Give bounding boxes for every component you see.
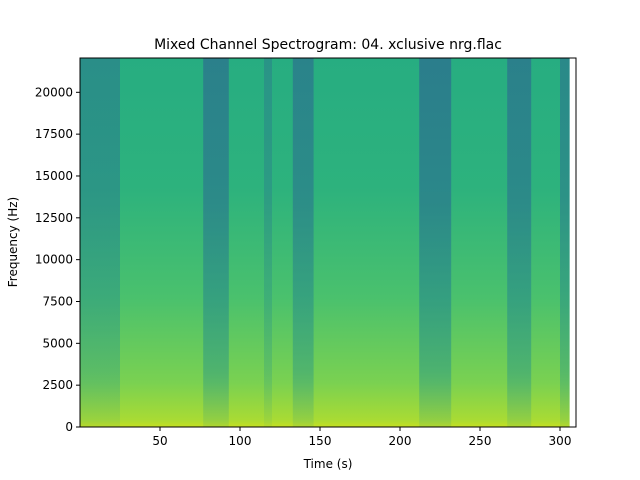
y-tick-label: 2500 <box>42 378 73 392</box>
dark-band-5 <box>507 58 532 427</box>
spectrogram-base <box>80 58 570 427</box>
y-tick-label: 0 <box>65 420 73 434</box>
y-axis-label: Frequency (Hz) <box>6 197 20 288</box>
y-axis-ticks: 0 2500 5000 7500 10000 12500 15000 17500 20000 <box>35 85 80 434</box>
x-tick-label: 250 <box>469 434 492 448</box>
y-tick-label: 10000 <box>35 253 73 267</box>
chart-title: Mixed Channel Spectrogram: 04. xclusive … <box>154 37 502 53</box>
x-tick-label: 50 <box>152 434 167 448</box>
x-tick-label: 300 <box>549 434 572 448</box>
dark-band-4 <box>419 58 452 427</box>
y-tick-label: 12500 <box>35 211 73 225</box>
plot-frame <box>79 57 577 428</box>
spectrogram-heatmap <box>80 58 570 427</box>
dark-band-2 <box>264 58 272 427</box>
x-tick-label: 150 <box>309 434 332 448</box>
x-axis-label: Time (s) <box>303 457 353 471</box>
dark-band-1 <box>203 58 229 427</box>
x-tick-label: 200 <box>389 434 412 448</box>
dark-band-6 <box>560 58 570 427</box>
y-tick-label: 17500 <box>35 127 73 141</box>
dark-band-3 <box>292 58 314 427</box>
y-tick-label: 5000 <box>42 336 73 350</box>
x-tick-label: 100 <box>229 434 252 448</box>
x-axis-ticks: 50 100 150 200 250 300 <box>152 427 571 448</box>
dark-band-0 <box>80 58 120 427</box>
y-tick-label: 20000 <box>35 85 73 99</box>
y-tick-label: 15000 <box>35 169 73 183</box>
y-tick-label: 7500 <box>42 294 73 308</box>
dark-bands <box>80 58 570 427</box>
